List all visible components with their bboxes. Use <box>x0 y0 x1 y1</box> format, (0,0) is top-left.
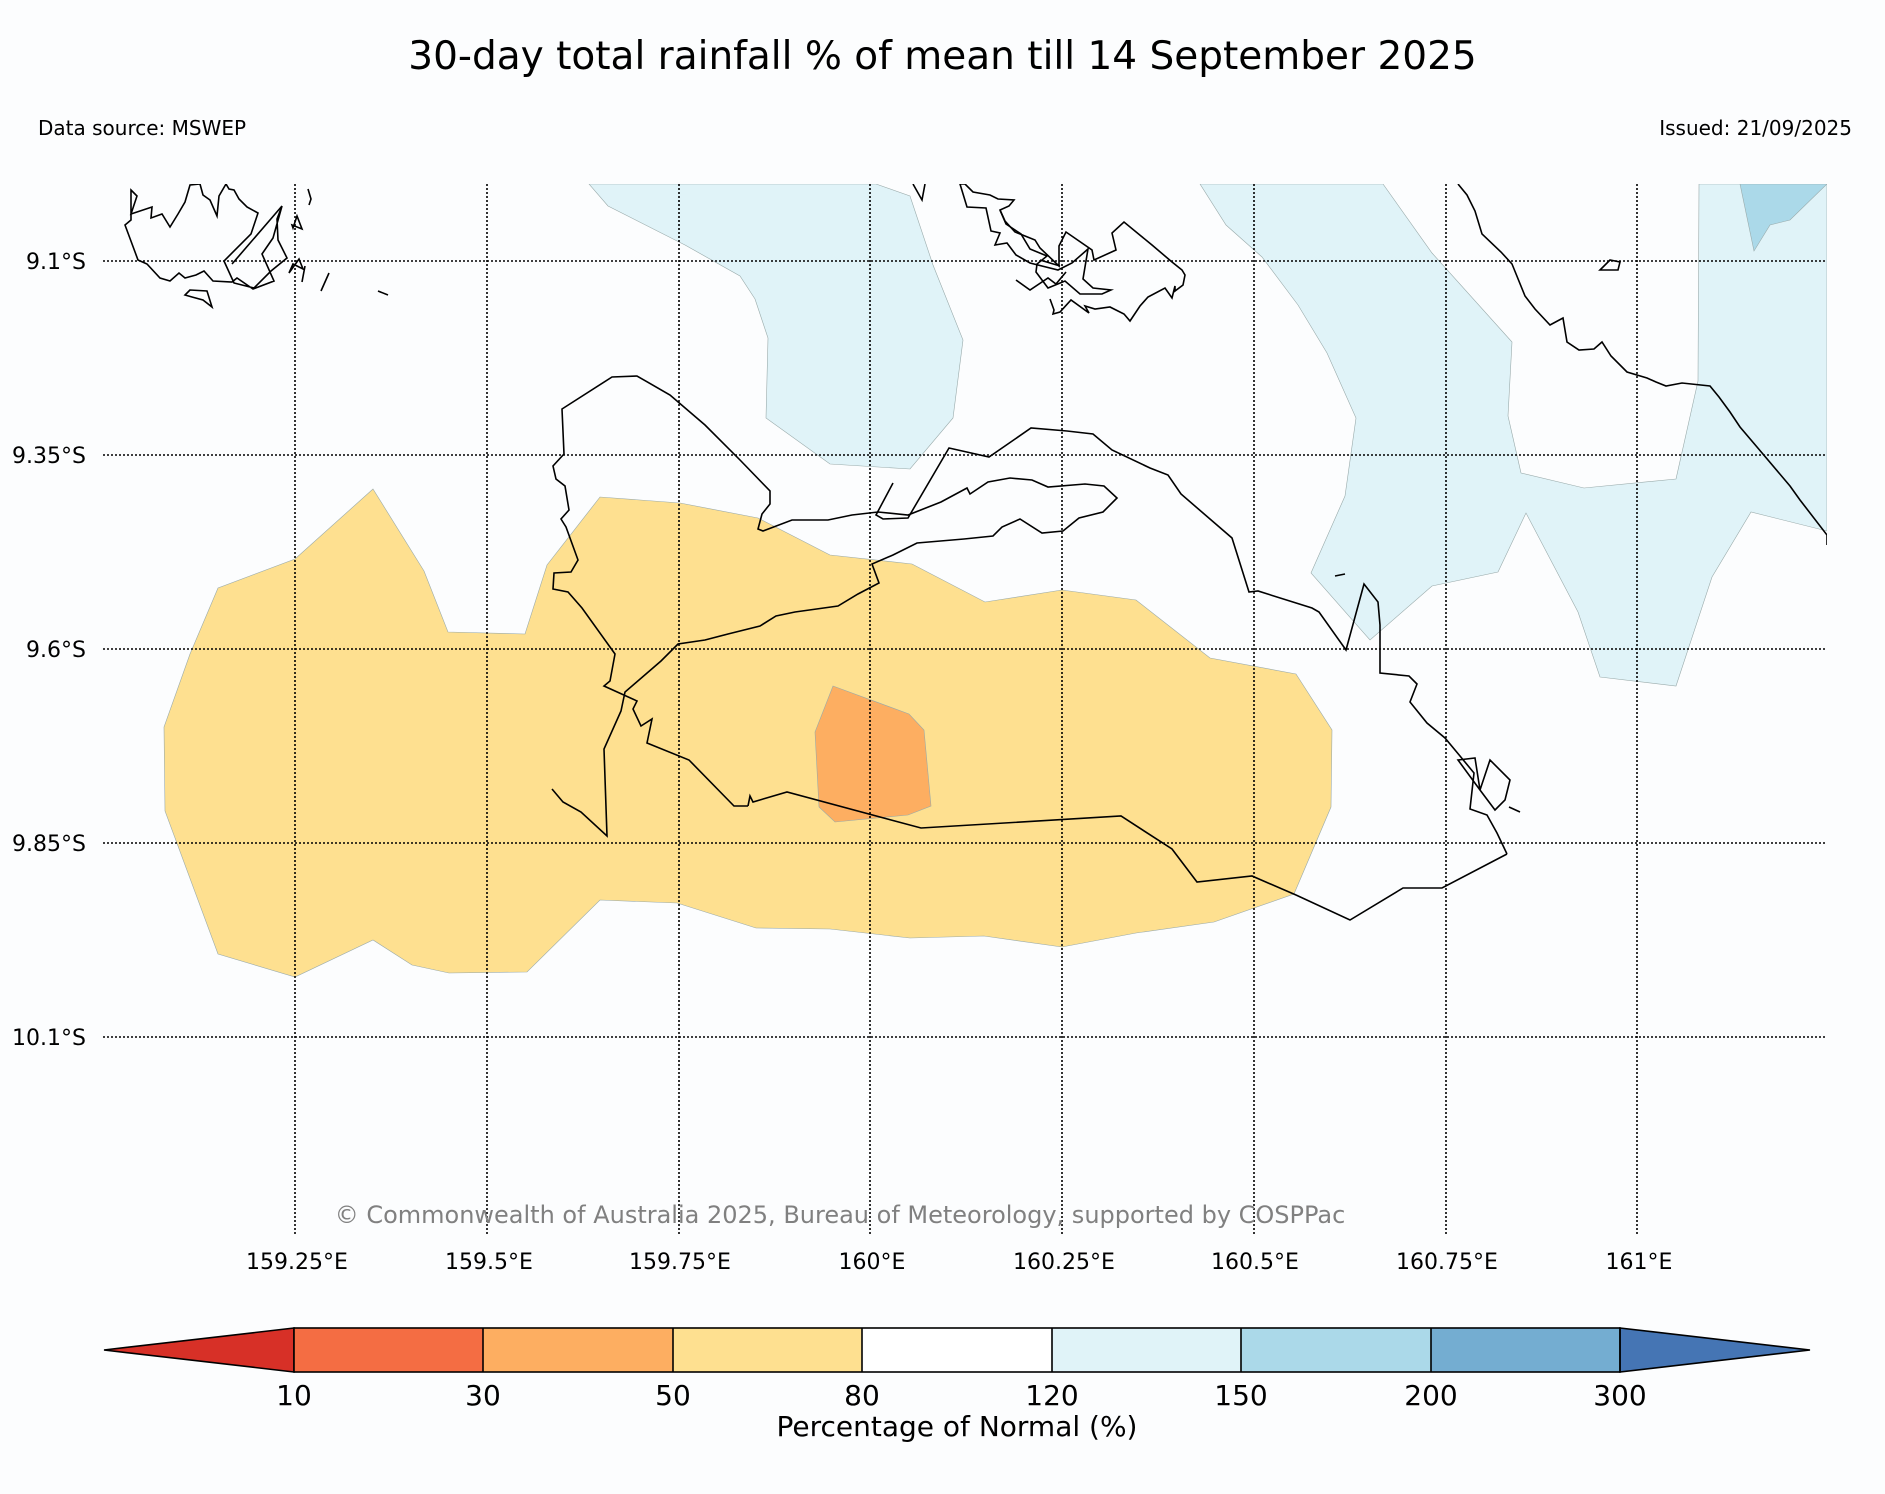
colorbar-segment <box>294 1328 483 1372</box>
colorbar-segment <box>1052 1328 1241 1372</box>
region-50-80 <box>163 488 1333 978</box>
lon-label: 160.75°E <box>1396 1250 1498 1275</box>
lat-label: 10.1°S <box>12 1026 86 1051</box>
lon-label: 159.25°E <box>246 1250 348 1275</box>
colorbar: 10 30 50 80 120 150 200 300 Percentage o… <box>103 1327 1811 1443</box>
region-30-50 <box>814 685 932 823</box>
colorbar-tick-label: 80 <box>844 1379 880 1412</box>
lon-label: 160.5°E <box>1211 1250 1299 1275</box>
region-150-200 <box>1739 184 1827 252</box>
colorbar-segment <box>673 1328 862 1372</box>
colorbar-extend-high <box>1619 1327 1811 1373</box>
lon-label: 160.25°E <box>1013 1250 1115 1275</box>
region-120-150-a <box>588 184 964 470</box>
colorbar-tick-label: 200 <box>1404 1379 1457 1412</box>
lat-label: 9.6°S <box>26 638 86 663</box>
colorbar-segment <box>1241 1328 1431 1372</box>
lon-label: 159.75°E <box>629 1250 731 1275</box>
lon-label: 161°E <box>1606 1250 1673 1275</box>
lat-label: 9.85°S <box>12 832 86 857</box>
region-120-150-b <box>1199 184 1827 687</box>
lat-label: 9.35°S <box>12 444 86 469</box>
colorbar-tick-label: 150 <box>1214 1379 1267 1412</box>
colorbar-tick-label: 120 <box>1025 1379 1078 1412</box>
lon-label: 159.5°E <box>445 1250 533 1275</box>
lat-label: 9.1°S <box>26 250 86 275</box>
colorbar-extend-low <box>103 1327 295 1373</box>
colorbar-tick-label: 30 <box>465 1379 501 1412</box>
issued-date: Issued: 21/09/2025 <box>1659 116 1852 140</box>
colorbar-tick-label: 10 <box>276 1379 312 1412</box>
colorbar-title: Percentage of Normal (%) <box>777 1410 1138 1443</box>
colorbar-segment <box>862 1328 1052 1372</box>
copyright-notice: © Commonwealth of Australia 2025, Bureau… <box>335 1201 1346 1229</box>
coastlines <box>124 184 1827 921</box>
colorbar-segment <box>483 1328 673 1372</box>
colorbar-tick-label: 300 <box>1593 1379 1646 1412</box>
lon-label: 160°E <box>839 1250 906 1275</box>
colorbar-segment <box>1431 1328 1620 1372</box>
colorbar-tick-label: 50 <box>655 1379 691 1412</box>
data-source: Data source: MSWEP <box>38 116 247 140</box>
map-title: 30-day total rainfall % of mean till 14 … <box>408 34 1477 79</box>
graticule <box>103 184 1827 1235</box>
map-area <box>103 184 1827 1235</box>
